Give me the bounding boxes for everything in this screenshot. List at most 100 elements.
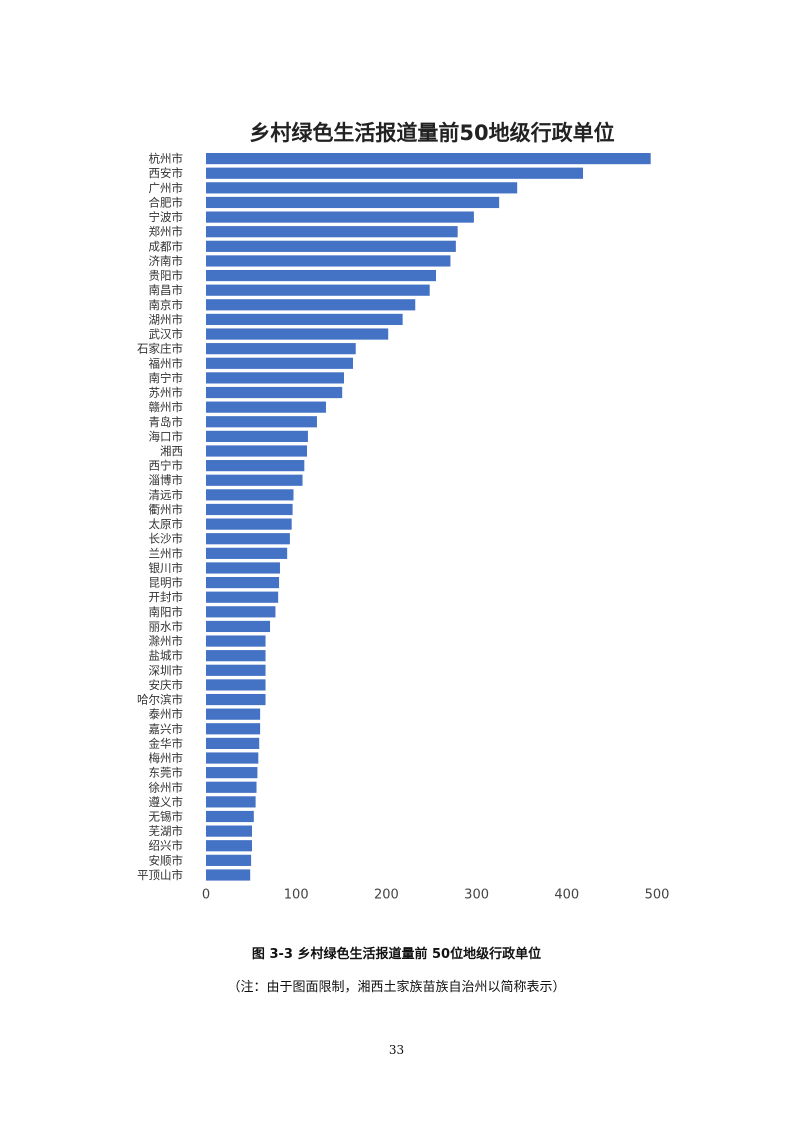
bar [206, 606, 276, 618]
category-label: 湖州市 [149, 312, 184, 326]
category-label: 清远市 [149, 488, 184, 502]
bar [206, 445, 308, 457]
category-label: 海口市 [149, 429, 184, 443]
category-label: 湘西 [160, 444, 183, 458]
figure-note: （注：由于图面限制，湘西土家族苗族自治州以简称表示） [227, 980, 566, 995]
category-label: 东莞市 [149, 766, 184, 780]
category-label: 无锡市 [149, 810, 184, 824]
category-label: 青岛市 [149, 415, 184, 429]
category-label: 淄博市 [149, 473, 184, 487]
bar [206, 810, 254, 823]
category-label: 遵义市 [149, 795, 184, 809]
category-label: 绍兴市 [149, 839, 184, 853]
bar [206, 869, 251, 881]
category-label: 丽水市 [149, 619, 184, 633]
category-label: 深圳市 [149, 663, 184, 677]
category-label: 苏州市 [149, 386, 184, 400]
x-tick-label: 500 [645, 888, 670, 903]
category-label: 郑州市 [149, 225, 184, 239]
bar [206, 255, 451, 267]
bar [206, 840, 253, 852]
x-tick-label: 100 [284, 888, 309, 903]
category-label: 泰州市 [149, 707, 184, 721]
bar [206, 343, 356, 355]
bar [206, 284, 430, 296]
bar [206, 737, 260, 749]
bar [206, 620, 271, 633]
bar [206, 357, 354, 369]
category-label: 金华市 [149, 736, 184, 750]
x-tick-label: 0 [202, 888, 210, 903]
bar [206, 854, 252, 866]
bar [206, 650, 266, 662]
bar [206, 825, 253, 837]
bar [206, 211, 474, 223]
category-label: 赣州市 [149, 400, 184, 414]
category-label: 安庆市 [149, 678, 184, 692]
category-label: 成都市 [149, 239, 184, 253]
figure-caption: 图 3-3 乡村绿色生活报道量前 50位地级行政单位 [251, 947, 542, 962]
bar [206, 474, 303, 486]
bar [206, 518, 292, 530]
bars-group [206, 153, 651, 881]
x-axis-ticks: 0 100 200 300 400 500 [202, 888, 670, 903]
category-label: 平顶山市 [137, 868, 183, 882]
bar [206, 313, 403, 326]
category-label: 银川市 [149, 561, 184, 575]
category-label: 安顺市 [149, 853, 184, 867]
bar [206, 503, 293, 516]
category-label: 济南市 [149, 254, 184, 268]
category-label: 西安市 [149, 166, 184, 180]
bar [206, 196, 500, 209]
bar [206, 533, 290, 545]
category-label: 昆明市 [149, 576, 184, 590]
x-tick-label: 200 [374, 888, 399, 903]
page-number: 33 [388, 1043, 405, 1057]
category-label: 贵阳市 [149, 269, 184, 283]
bar [206, 723, 261, 735]
bar [206, 460, 305, 472]
bar [206, 240, 456, 252]
category-label: 嘉兴市 [149, 722, 184, 736]
category-label: 杭州市 [149, 152, 184, 166]
bar [206, 167, 584, 179]
bar [206, 679, 266, 691]
bar [206, 576, 280, 589]
bar [206, 401, 326, 413]
bar [206, 767, 258, 779]
category-label: 徐州市 [149, 780, 184, 794]
category-label: 开封市 [149, 590, 184, 604]
category-label: 兰州市 [149, 546, 184, 560]
category-label: 石家庄市 [137, 342, 183, 356]
bar [206, 693, 266, 706]
category-label: 武汉市 [149, 327, 184, 341]
category-label: 南昌市 [149, 283, 184, 297]
bar [206, 386, 343, 399]
category-label: 福州市 [149, 356, 184, 370]
category-labels: 杭州市西安市广州市合肥市宁波市郑州市成都市济南市贵阳市南昌市南京市湖州市武汉市石… [137, 152, 183, 882]
bar [206, 430, 308, 442]
category-label: 盐城市 [149, 649, 184, 663]
bar [206, 372, 345, 384]
bar [206, 591, 279, 603]
bar [206, 299, 416, 311]
category-label: 南京市 [149, 298, 184, 312]
bar [206, 781, 257, 793]
x-tick-label: 300 [464, 888, 489, 903]
bar [206, 226, 458, 238]
category-label: 长沙市 [149, 532, 184, 546]
category-label: 南阳市 [149, 605, 184, 619]
category-label: 衢州市 [149, 502, 184, 516]
bar-chart: 乡村绿色生活报道量前50地级行政单位 杭州市西安市广州市合肥市宁波市郑州市成都市… [137, 121, 670, 903]
bar [206, 328, 389, 340]
x-tick-label: 400 [554, 888, 579, 903]
category-label: 宁波市 [149, 210, 184, 224]
bar [206, 489, 294, 501]
bar [206, 664, 266, 676]
category-label: 太原市 [149, 517, 184, 531]
bar [206, 153, 651, 165]
category-label: 南宁市 [149, 371, 184, 385]
bar [206, 269, 437, 282]
category-label: 哈尔滨市 [137, 693, 183, 707]
category-label: 滁州市 [149, 634, 184, 648]
